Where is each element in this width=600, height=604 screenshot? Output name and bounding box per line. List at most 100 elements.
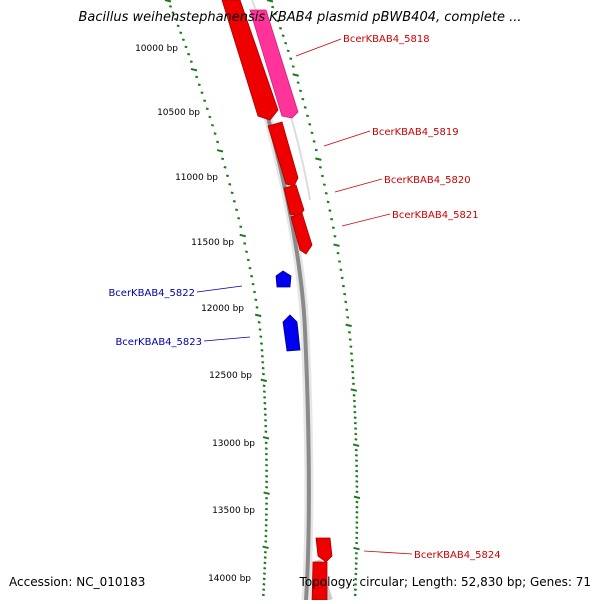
inner-tick	[264, 524, 268, 527]
inner-tick	[264, 430, 268, 433]
gene-labels: BcerKBAB4_5818 BcerKBAB4_5819 BcerKBAB4_…	[108, 34, 500, 561]
inner-tick	[264, 507, 268, 511]
outer-tick	[284, 41, 288, 45]
outer-tick	[340, 276, 344, 280]
inner-tick	[251, 282, 255, 286]
gene-5822-arrow[interactable]	[275, 270, 292, 288]
gene-label-5820[interactable]: BcerKBAB4_5820	[384, 175, 471, 186]
outer-tick	[292, 73, 299, 77]
outer-tick	[355, 526, 359, 529]
gene-5821-arrow[interactable]	[290, 212, 313, 255]
gene-5819-arrow[interactable]	[267, 121, 299, 187]
outer-tick	[352, 443, 360, 447]
plasmid-title: Bacillus weihenstephanensis KBAB4 plasmi…	[78, 10, 522, 25]
outer-tick	[279, 27, 283, 30]
gene-label-5822[interactable]: BcerKBAB4_5822	[108, 288, 195, 299]
gene-label-5824[interactable]: BcerKBAB4_5824	[414, 550, 501, 561]
outer-tick	[355, 511, 359, 514]
outer-tick	[355, 505, 359, 509]
inner-tick	[254, 313, 262, 318]
inner-tick	[223, 166, 227, 169]
outer-tick	[320, 174, 324, 178]
inner-tick	[263, 413, 267, 416]
inner-tick	[250, 274, 254, 278]
scale-labels: 10000 bp 10500 bp 11000 bp 11500 bp 1200…	[135, 44, 255, 584]
outer-tick	[354, 438, 358, 441]
scale-label: 10500 bp	[157, 108, 200, 118]
inner-tick	[179, 31, 183, 34]
leader-5824	[363, 550, 413, 555]
inner-tick	[262, 583, 266, 586]
outer-tick	[354, 572, 358, 576]
gene-label-5818[interactable]: BcerKBAB4_5818	[343, 34, 430, 45]
inner-tick	[237, 217, 241, 220]
inner-tick	[255, 306, 259, 309]
outer-tick	[348, 338, 352, 341]
inner-tick	[261, 593, 265, 597]
inner-tick	[261, 372, 265, 376]
gene-label-5823[interactable]: BcerKBAB4_5823	[115, 337, 202, 348]
inner-tick	[253, 290, 256, 294]
outer-tick	[315, 157, 322, 161]
outer-tick	[328, 209, 332, 212]
inner-tick	[265, 502, 269, 505]
outer-tick	[353, 546, 360, 551]
outer-tick	[346, 316, 350, 319]
gene-5823-arrow[interactable]	[282, 314, 301, 352]
inner-tick	[174, 17, 178, 21]
leader-5818	[295, 38, 342, 57]
gene-5818-arrow-b[interactable]	[249, 9, 299, 119]
outer-tick	[348, 331, 351, 334]
outer-tick	[354, 454, 358, 457]
outer-tick	[341, 284, 345, 288]
inner-tick	[263, 407, 267, 411]
inner-tick	[263, 491, 270, 495]
inner-tick	[248, 266, 252, 270]
outer-tick	[326, 200, 330, 204]
inner-tick	[262, 390, 266, 393]
inner-tick	[195, 75, 199, 79]
inner-tick	[262, 545, 269, 550]
inner-tick	[239, 225, 243, 228]
outer-tick	[331, 226, 335, 230]
inner-tick	[263, 396, 267, 399]
outer-tick	[312, 140, 316, 143]
gene-label-5819[interactable]: BcerKBAB4_5819	[372, 127, 459, 138]
outer-tick	[355, 475, 359, 478]
inner-tick	[257, 321, 261, 324]
inner-tick	[171, 11, 175, 14]
outer-tick	[354, 448, 358, 452]
inner-tick	[263, 561, 267, 565]
scale-label: 12000 bp	[201, 304, 244, 314]
inner-tick	[262, 384, 266, 388]
outer-tick	[333, 234, 337, 238]
inner-tick	[213, 132, 217, 135]
inner-tick	[239, 233, 246, 238]
outer-tick	[344, 300, 348, 304]
accession-text: Accession: NC_010183	[9, 575, 146, 589]
inner-tick	[264, 534, 268, 538]
inner-tick	[260, 378, 268, 383]
inner-tick	[210, 123, 214, 127]
outer-tick	[310, 131, 314, 135]
leader-5822	[196, 285, 243, 293]
outer-tick	[314, 148, 318, 152]
gene-5824-arrow[interactable]	[315, 537, 333, 563]
outer-tick	[354, 557, 358, 560]
gene-5818-arrow-a[interactable]	[221, 0, 279, 121]
gene-label-5821[interactable]: BcerKBAB4_5821	[392, 210, 479, 221]
outer-tick	[289, 57, 293, 60]
scale-label: 13000 bp	[212, 439, 255, 449]
leader-5819	[323, 130, 371, 147]
inner-tick	[176, 24, 180, 28]
inner-tick	[264, 419, 268, 422]
inner-tick	[200, 91, 204, 94]
outer-tick	[350, 388, 358, 392]
leader-5823	[203, 336, 251, 342]
inner-tick	[230, 191, 234, 195]
outer-tick	[353, 593, 357, 597]
outer-tick	[349, 345, 353, 348]
outer-tick	[355, 516, 359, 519]
scale-label: 13500 bp	[212, 506, 255, 516]
inner-tick	[261, 360, 265, 364]
